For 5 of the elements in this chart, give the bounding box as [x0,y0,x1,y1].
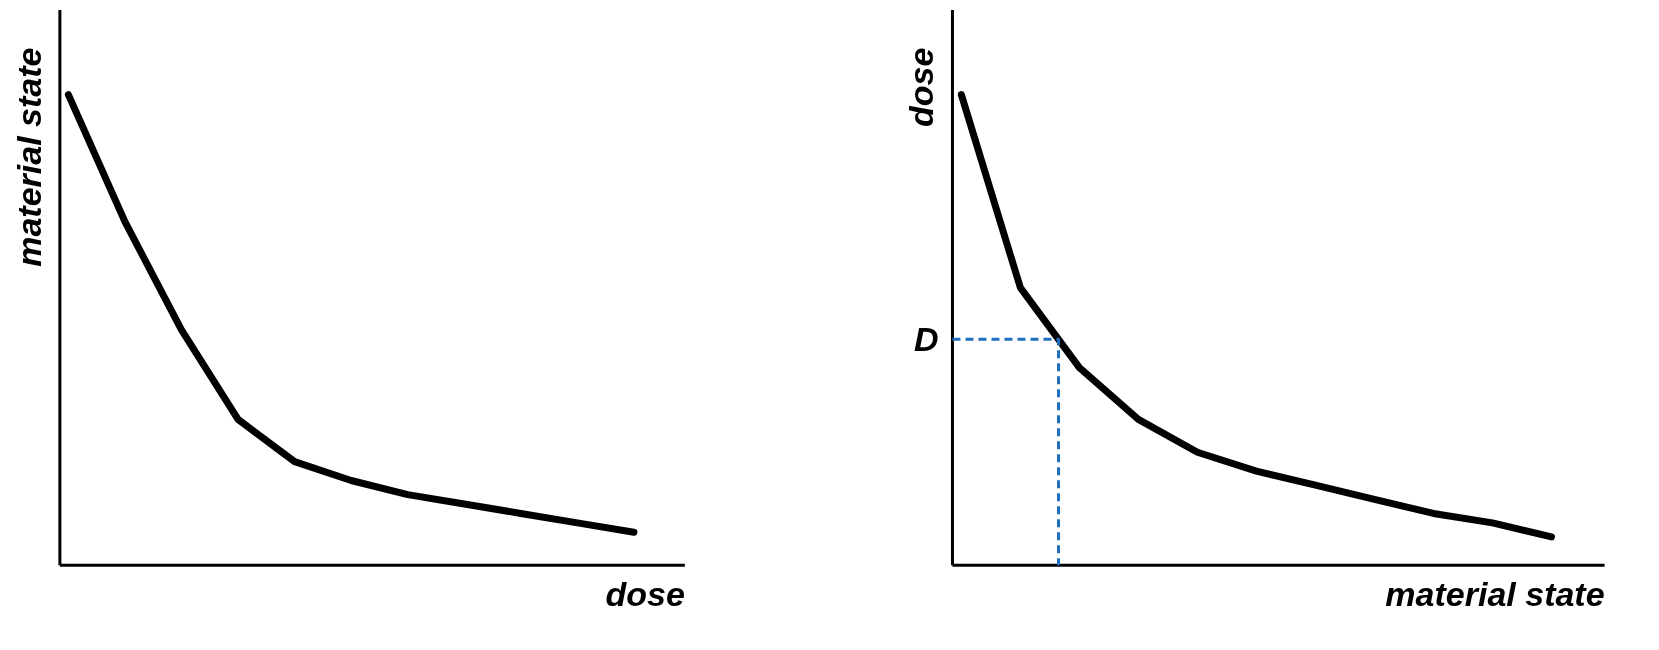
y-axis-title: dose [902,47,941,127]
x-axis-title: material state [1385,575,1605,614]
x-axis-title: dose [605,575,685,614]
y-axis-title: material state [9,47,48,267]
ref-line-label: D [913,320,939,359]
